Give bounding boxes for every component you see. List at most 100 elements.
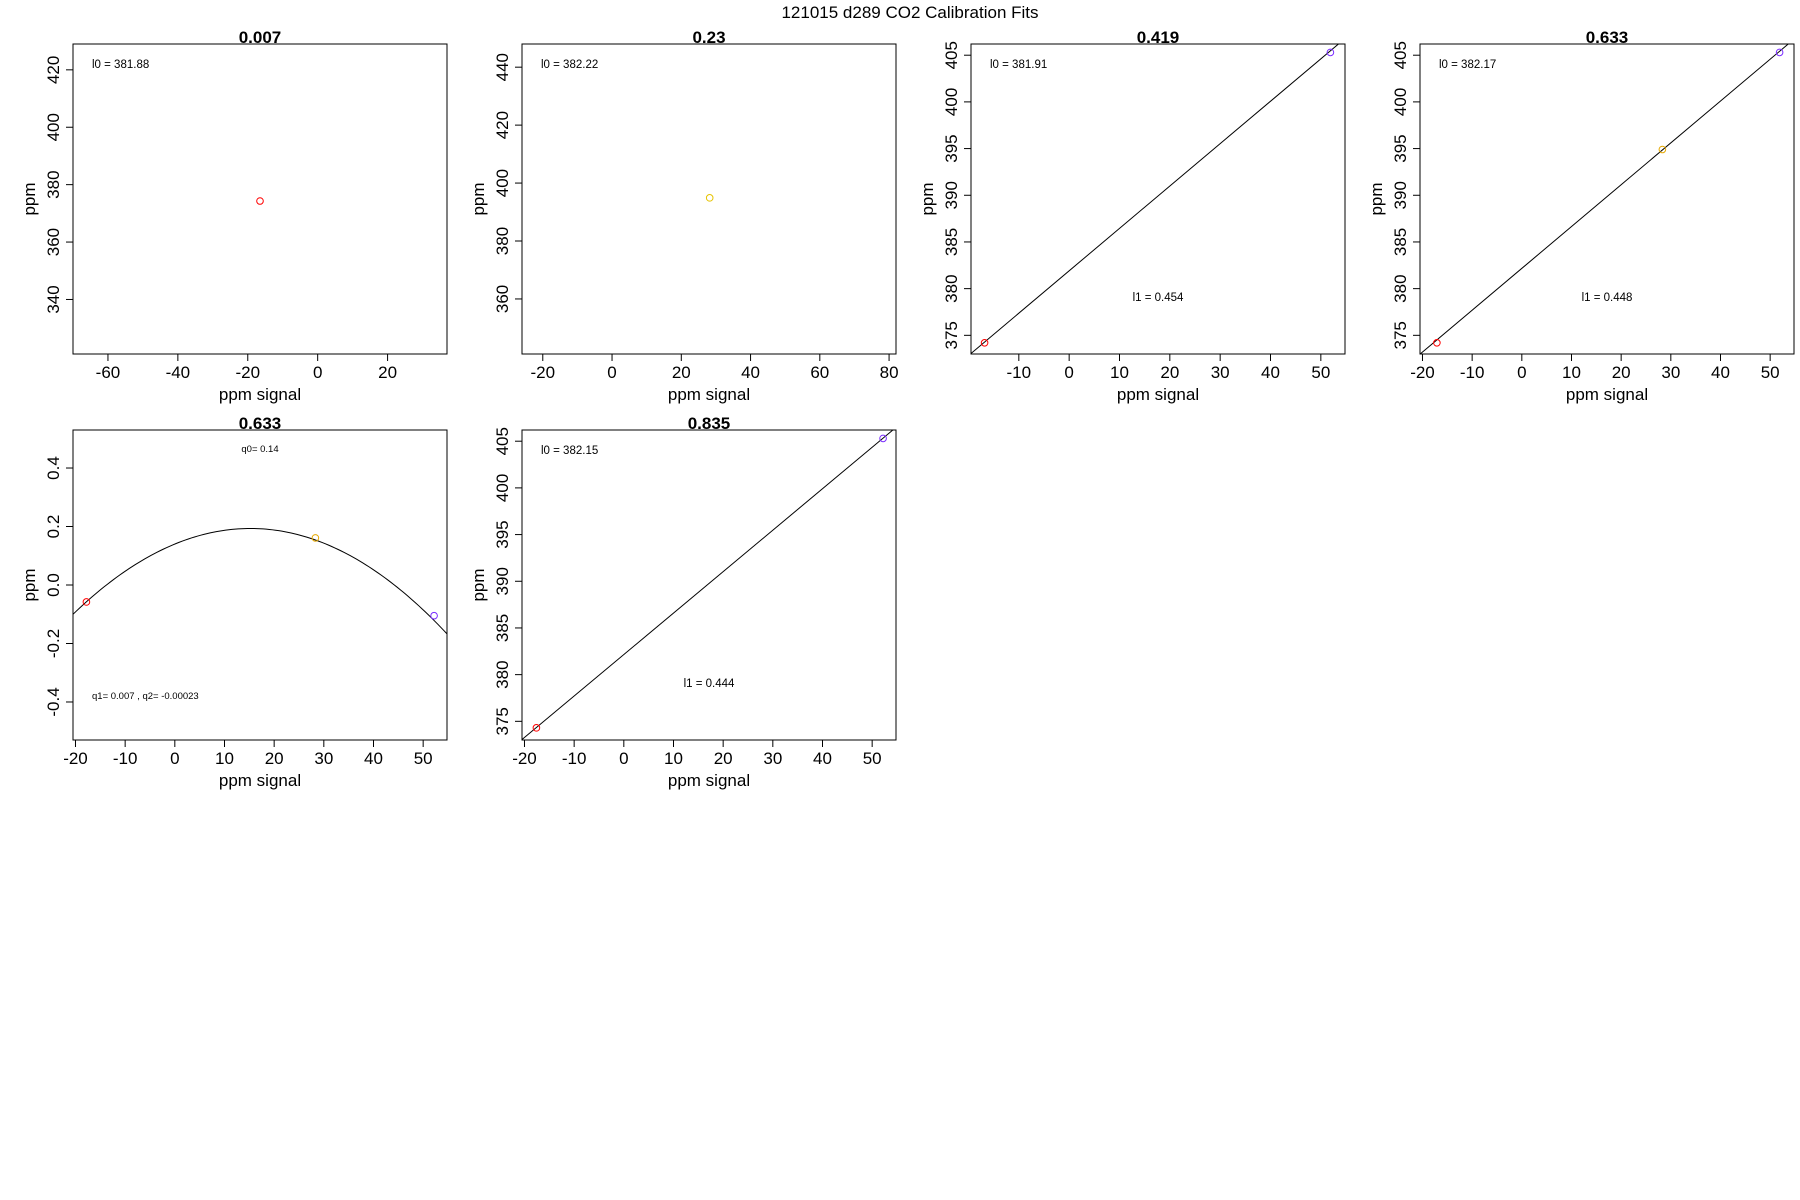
chart-5-y-axis-label: ppm (469, 568, 488, 601)
chart-5-fit-line (522, 430, 894, 740)
chart-5-x-tick-label: 40 (813, 749, 832, 768)
chart-2-y-tick-label: 405 (942, 41, 961, 69)
chart-1-y-tick-label: 420 (493, 111, 512, 139)
chart-2-fit-line (971, 44, 1340, 354)
chart-5-x-tick-label: -20 (512, 749, 537, 768)
chart-1-x-axis-label: ppm signal (668, 385, 750, 404)
chart-2-annotation: l1 = 0.454 (1133, 292, 1184, 304)
chart-2-annotation: l0 = 381.91 (990, 59, 1047, 71)
chart-3-x-tick-label: 30 (1661, 363, 1680, 382)
chart-1-x-tick-label: -20 (530, 363, 555, 382)
chart-3-x-tick-label: 20 (1612, 363, 1631, 382)
chart-2-x-tick-label: 30 (1211, 363, 1230, 382)
chart-0-y-tick-label: 340 (44, 285, 63, 313)
chart-2-plot-frame (970, 43, 1346, 355)
chart-3-x-tick-label: -10 (1460, 363, 1485, 382)
chart-3-y-axis-label: ppm (1367, 182, 1386, 215)
chart-2-y-axis-label: ppm (918, 182, 937, 215)
chart-3-y-tick-label: 405 (1391, 41, 1410, 69)
chart-5-x-tick-label: 20 (714, 749, 733, 768)
chart-1-data-point (705, 194, 714, 202)
chart-3-panel: 0.633 -20 -10 0 10 20 30 40 50 375 380 385 390 395 400… (1367, 28, 1795, 404)
chart-5-annotation: l0 = 382.15 (541, 445, 598, 457)
chart-1-panel: 0.23 -20 0 20 40 60 80 360 380 400 420 440 ppm signa… (469, 28, 899, 404)
chart-2-y-tick-label: 390 (942, 181, 961, 209)
chart-3-y-tick-label: 390 (1391, 181, 1410, 209)
chart-4-x-tick-label: 40 (364, 749, 383, 768)
chart-2-x-tick-label: 20 (1160, 363, 1179, 382)
chart-0-x-tick-label: -20 (235, 363, 260, 382)
chart-4-data-point (82, 598, 91, 606)
chart-5-plot-frame (521, 429, 897, 741)
chart-1-x-tick-label: 60 (810, 363, 829, 382)
chart-0-y-axis-label: ppm (20, 182, 39, 215)
chart-1-y-tick-label: 440 (493, 53, 512, 81)
chart-4-x-tick-label: -20 (63, 749, 88, 768)
chart-5-y-tick-label: 385 (493, 614, 512, 642)
chart-1-x-tick-label: 40 (741, 363, 760, 382)
chart-5-x-tick-label: 10 (664, 749, 683, 768)
chart-3-x-tick-label: -20 (1410, 363, 1435, 382)
chart-0-x-tick-label: -40 (166, 363, 191, 382)
chart-4-x-tick-label: 20 (265, 749, 284, 768)
chart-4-x-axis-label: ppm signal (219, 771, 301, 790)
chart-0-x-tick-label: 0 (313, 363, 322, 382)
chart-1-x-tick-label: 80 (880, 363, 899, 382)
chart-1-annotation: l0 = 382.22 (541, 59, 598, 71)
chart-5-y-tick-label: 400 (493, 474, 512, 502)
figure-title: 121015 d289 CO2 Calibration Fits (781, 3, 1038, 22)
chart-4-title: 0.633 (239, 414, 282, 433)
chart-0-panel: 0.007 -60 -40 -20 0 20 340 360 380 400 420 ppm sign… (20, 28, 448, 404)
chart-0-y-tick-label: 400 (44, 113, 63, 141)
chart-3-x-tick-label: 50 (1761, 363, 1780, 382)
chart-2-x-tick-label: 0 (1064, 363, 1073, 382)
chart-5-annotation: l1 = 0.444 (684, 678, 735, 690)
chart-5-y-tick-label: 395 (493, 520, 512, 548)
chart-2-y-tick-label: 380 (942, 274, 961, 302)
chart-5-x-tick-label: 50 (863, 749, 882, 768)
chart-2-y-tick-label: 400 (942, 88, 961, 116)
chart-2-x-tick-label: 40 (1261, 363, 1280, 382)
chart-3-y-tick-label: 385 (1391, 228, 1410, 256)
chart-5-y-tick-label: 405 (493, 427, 512, 455)
chart-4-data-point (311, 534, 320, 542)
chart-3-x-tick-label: 10 (1562, 363, 1581, 382)
chart-3-data-point (1433, 338, 1441, 347)
chart-3-x-tick-label: 40 (1711, 363, 1730, 382)
chart-1-x-tick-label: 20 (672, 363, 691, 382)
chart-1-y-tick-label: 360 (493, 285, 512, 313)
chart-4-x-tick-label: 50 (414, 749, 433, 768)
chart-3-annotation: l1 = 0.448 (1582, 292, 1633, 304)
chart-4-y-tick-label: 0.2 (44, 515, 63, 539)
chart-2-data-point (1326, 48, 1335, 57)
chart-4-annotation: q0= 0.14 (241, 444, 278, 455)
chart-5-x-tick-label: 0 (619, 749, 628, 768)
chart-0-y-tick-label: 360 (44, 228, 63, 256)
chart-4-data-point (430, 611, 438, 620)
chart-1-title: 0.23 (692, 28, 725, 47)
chart-4-y-axis-label: ppm (20, 568, 39, 601)
chart-1-y-tick-label: 400 (493, 169, 512, 197)
chart-5-x-axis-label: ppm signal (668, 771, 750, 790)
chart-4-y-tick-label: -0.2 (44, 629, 63, 658)
chart-4-x-tick-label: 10 (215, 749, 234, 768)
chart-5-panel: 0.835 -20 -10 0 10 20 30 40 50 375 380 385 390 395 400… (469, 414, 897, 790)
chart-0-annotation: l0 = 381.88 (92, 59, 149, 71)
chart-2-data-point (980, 338, 989, 347)
chart-2-y-tick-label: 395 (942, 134, 961, 162)
chart-2-x-axis-label: ppm signal (1117, 385, 1199, 404)
chart-1-y-axis-label: ppm (469, 182, 488, 215)
chart-3-y-tick-label: 380 (1391, 274, 1410, 302)
chart-0-x-tick-label: 20 (378, 363, 397, 382)
chart-2-x-tick-label: 50 (1311, 363, 1330, 382)
chart-3-data-point (1775, 48, 1784, 57)
chart-3-x-axis-label: ppm signal (1566, 385, 1648, 404)
chart-0-y-tick-label: 420 (44, 56, 63, 84)
chart-0-title: 0.007 (239, 28, 282, 47)
chart-5-y-tick-label: 380 (493, 660, 512, 688)
chart-4-x-tick-label: 0 (170, 749, 179, 768)
chart-3-x-tick-label: 0 (1517, 363, 1526, 382)
chart-0-y-tick-label: 380 (44, 170, 63, 198)
chart-5-title: 0.835 (688, 414, 731, 433)
